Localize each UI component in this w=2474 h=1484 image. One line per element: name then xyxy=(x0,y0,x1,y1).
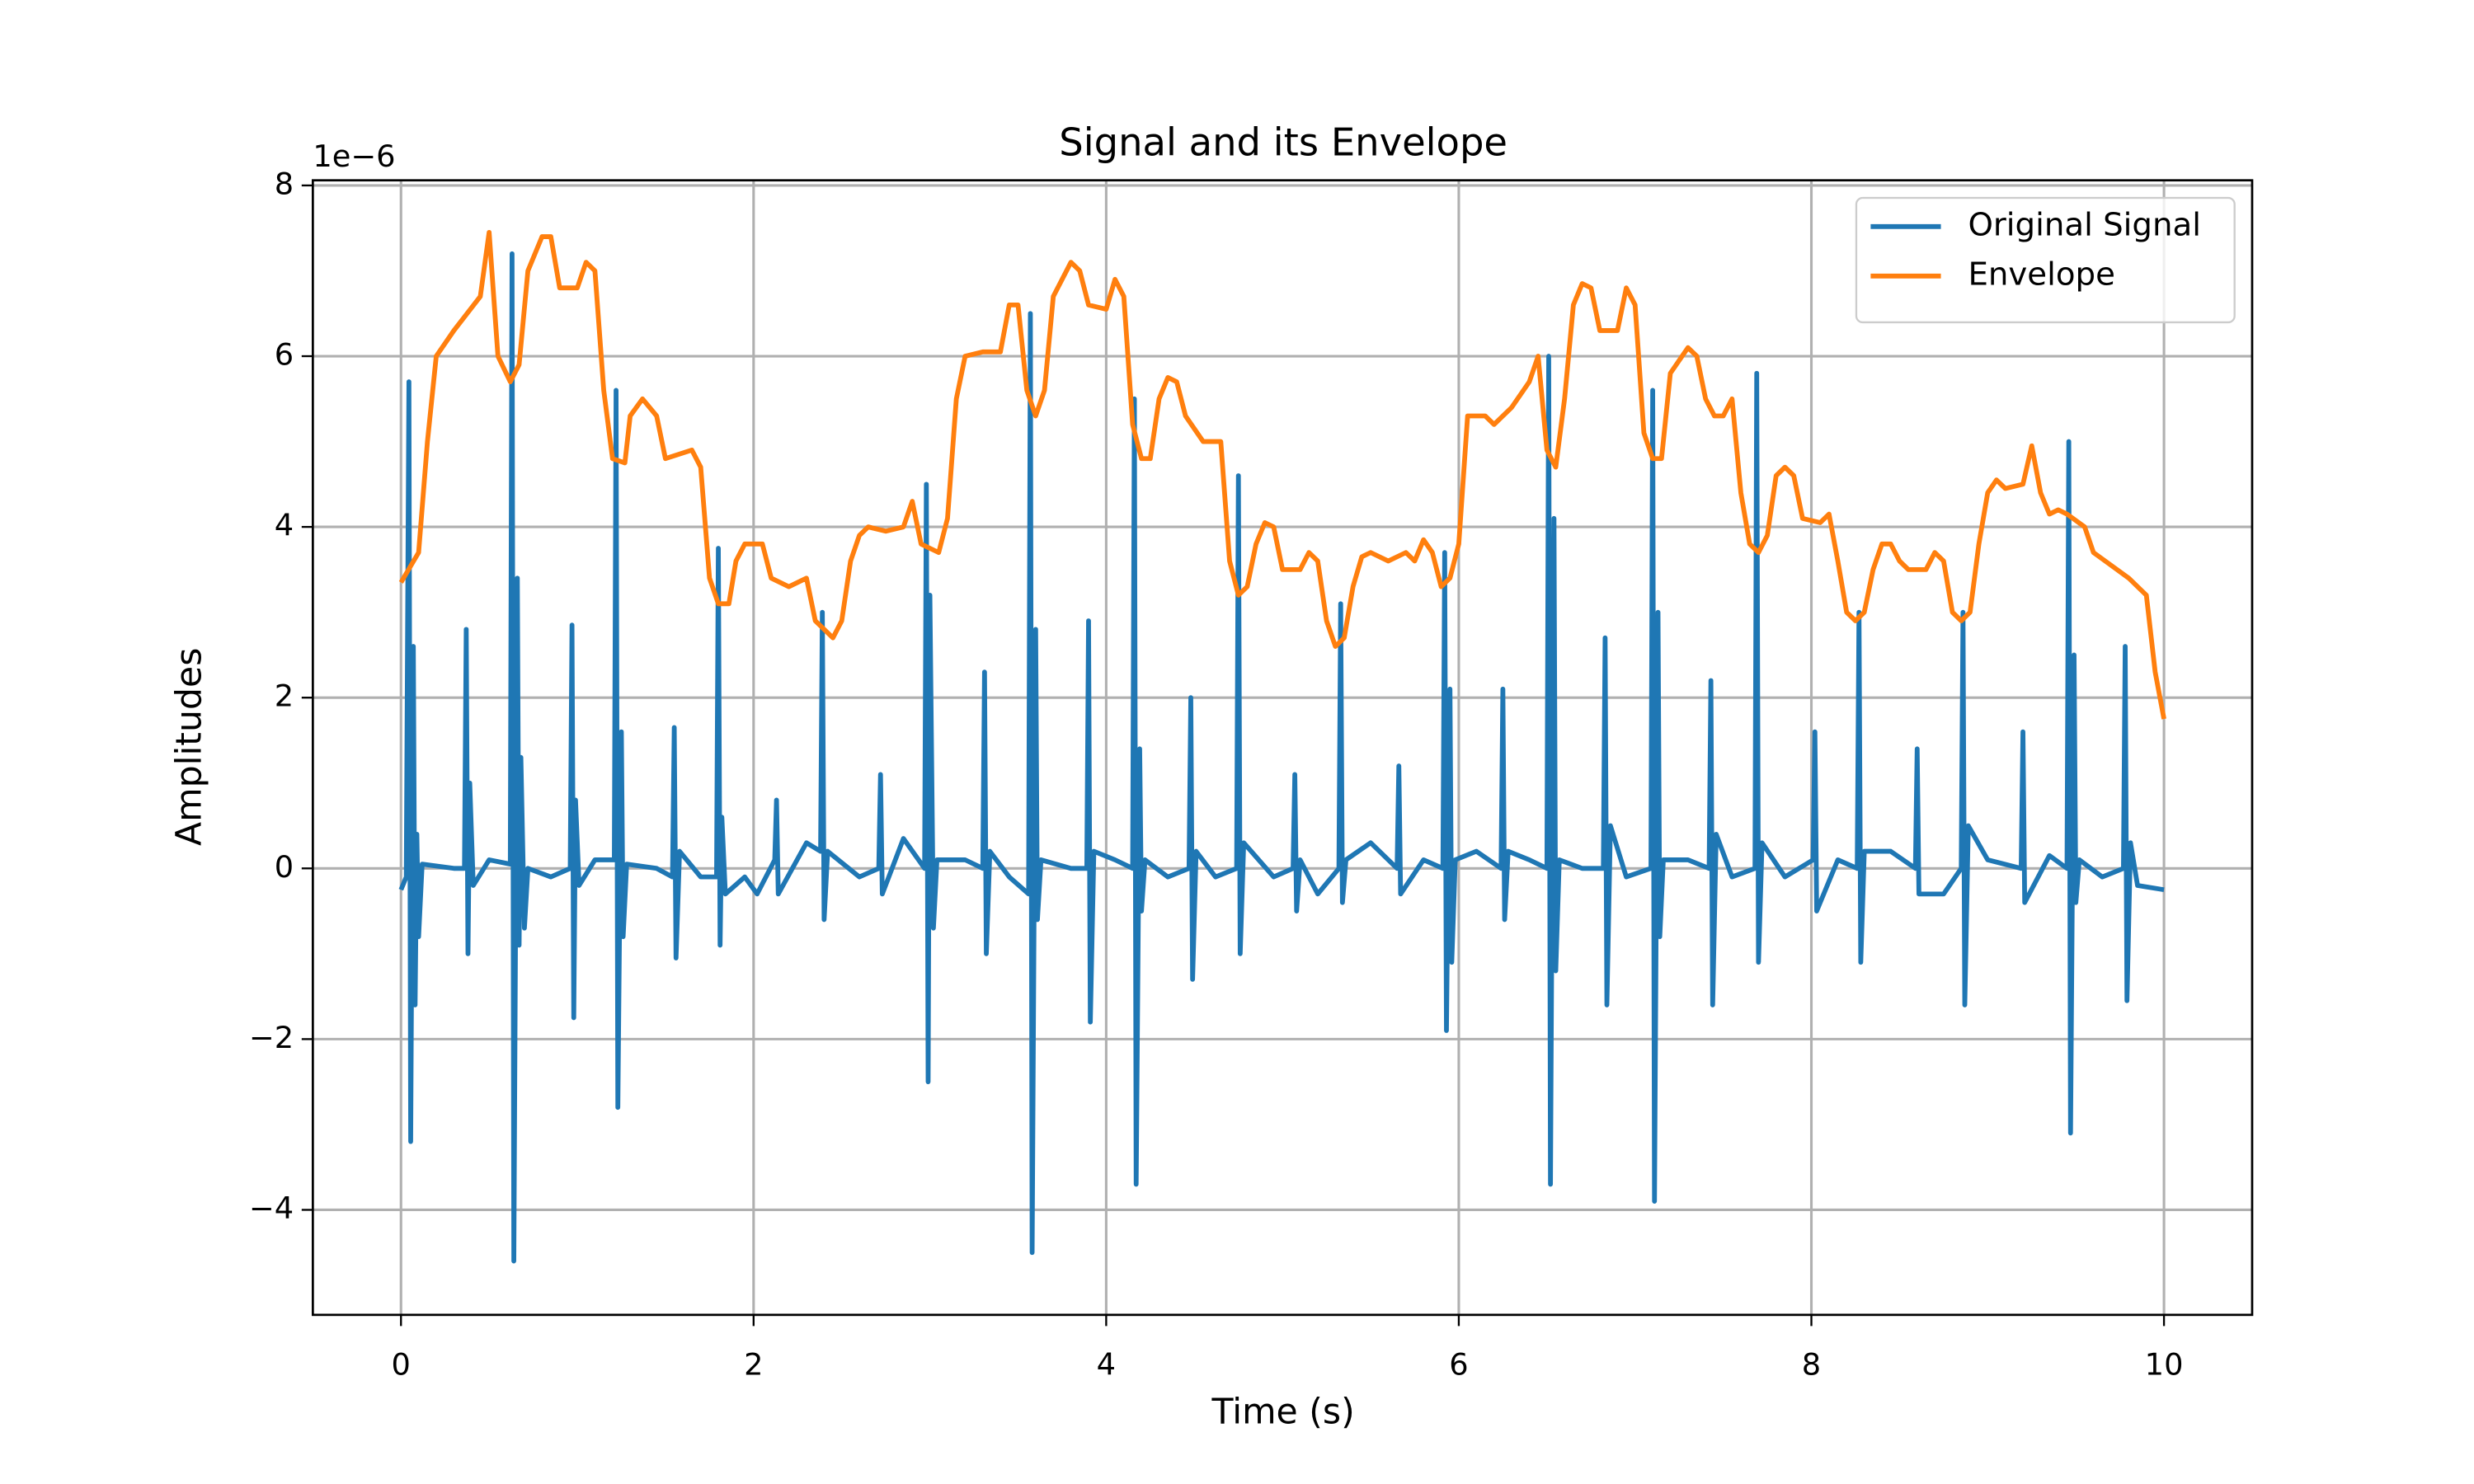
x-tick-label: 10 xyxy=(2145,1346,2184,1382)
y-offset-label: 1e−6 xyxy=(313,139,395,174)
x-tick-label: 4 xyxy=(1097,1346,1116,1382)
y-tick-label: 0 xyxy=(275,849,294,885)
legend-label: Original Signal xyxy=(1968,206,2201,243)
legend-label: Envelope xyxy=(1968,256,2114,293)
legend-box xyxy=(1855,196,2236,324)
plot-frame xyxy=(312,179,2254,1317)
y-tick-label: −4 xyxy=(249,1190,294,1226)
y-tick-label: 2 xyxy=(275,679,294,714)
chart-title: Signal and its Envelope xyxy=(1059,120,1507,165)
y-axis-label: Amplitudes xyxy=(169,648,210,846)
y-tick-label: 4 xyxy=(275,508,294,543)
y-tick-label: 8 xyxy=(275,166,294,201)
x-tick-label: 2 xyxy=(744,1346,763,1382)
x-tick-label: 8 xyxy=(1802,1346,1821,1382)
series-line xyxy=(398,251,2165,1264)
x-tick-label: 6 xyxy=(1449,1346,1468,1382)
x-axis-label: Time (s) xyxy=(1211,1391,1355,1432)
series-line xyxy=(398,229,2166,720)
y-tick-label: −2 xyxy=(249,1020,294,1055)
x-tick-label: 0 xyxy=(392,1346,411,1382)
y-tick-label: 6 xyxy=(275,337,294,373)
